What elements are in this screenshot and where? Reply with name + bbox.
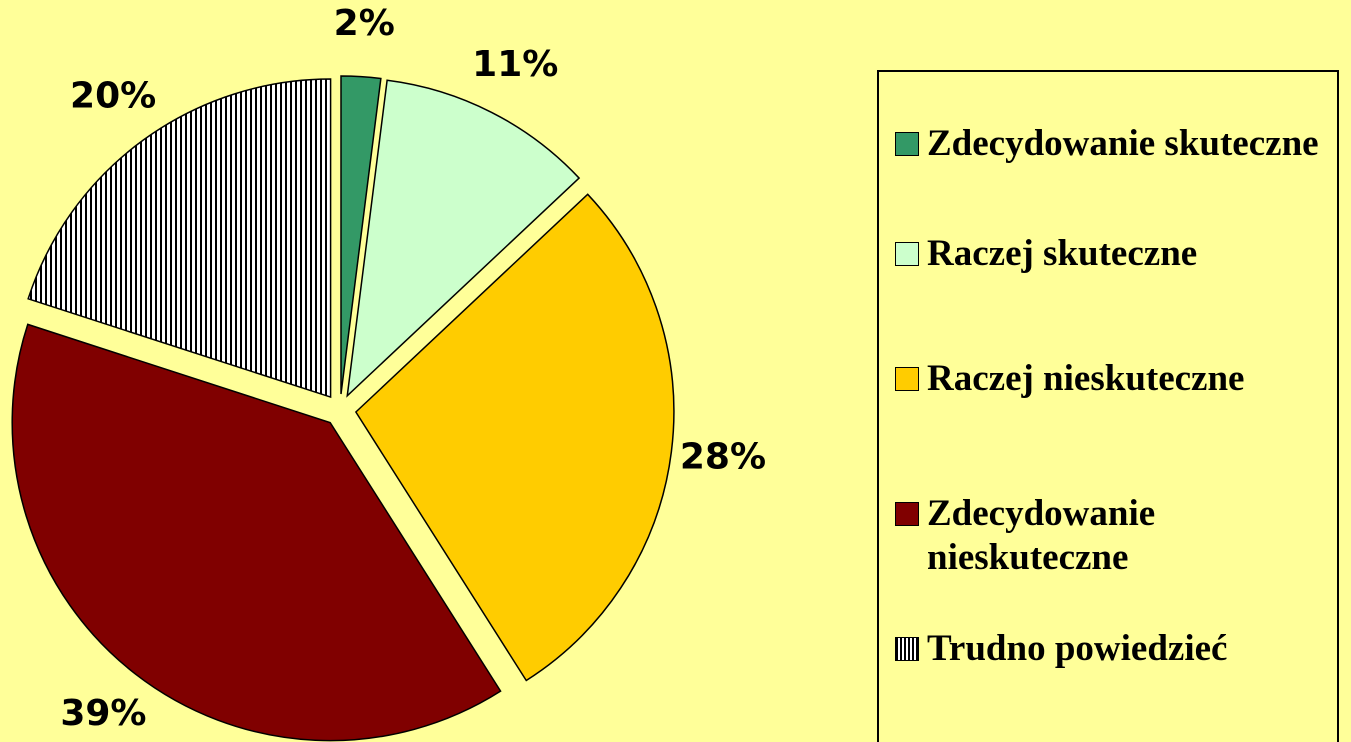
slice-label: 39% [60, 693, 146, 734]
pie-slice [340, 75, 382, 395]
legend-swatch [895, 367, 919, 391]
pie-slice [11, 323, 502, 742]
slice-label: 28% [680, 436, 766, 477]
legend-label: Zdecydowanie skuteczne [927, 123, 1319, 164]
legend-swatch [895, 132, 919, 156]
slice-label: 11% [472, 44, 558, 85]
legend-item: Raczej nieskuteczne [895, 357, 1335, 401]
legend-swatch [895, 242, 919, 266]
slice-label: 2% [334, 3, 395, 44]
legend-swatch [895, 502, 919, 526]
legend-swatch [895, 637, 919, 661]
legend-label: Raczej skuteczne [927, 233, 1198, 274]
legend: Zdecydowanie skuteczne Raczej skuteczne Ra… [877, 70, 1339, 742]
slice-label: 20% [70, 76, 156, 117]
legend-label: Trudno powiedzieć [927, 628, 1228, 669]
legend-item: Raczej skuteczne [895, 232, 1335, 276]
pie-slice [354, 193, 675, 682]
legend-item: Trudno powiedzieć [895, 627, 1335, 671]
pie-slice [27, 78, 332, 399]
pie-slice [346, 79, 581, 398]
legend-item: Zdecydowanie skuteczne [895, 122, 1335, 166]
legend-label: Raczej nieskuteczne [927, 358, 1245, 399]
legend-item: Zdecydowanie nieskuteczne [895, 492, 1335, 580]
legend-label: Zdecydowanie nieskuteczne [927, 493, 1156, 578]
